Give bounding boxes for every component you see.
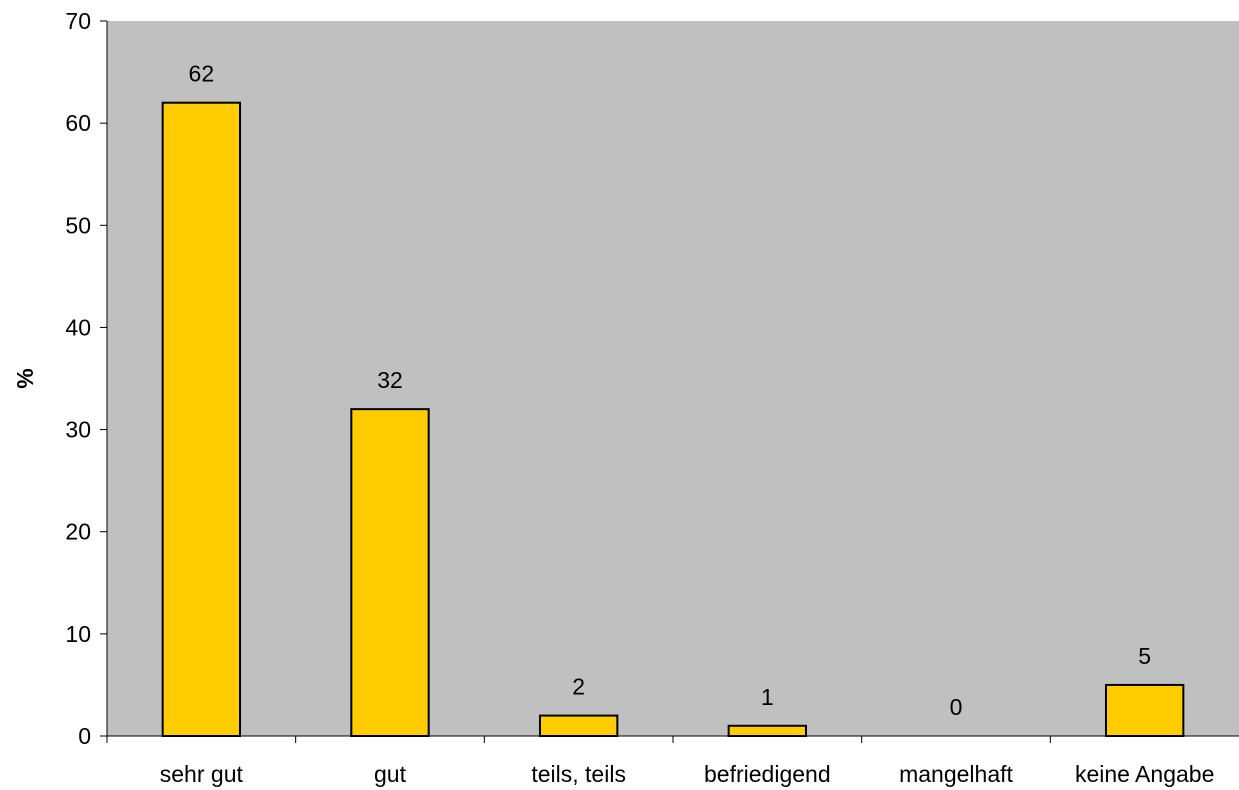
data-label: 1: [761, 684, 774, 710]
data-label: 62: [189, 61, 215, 87]
y-axis-title: %: [12, 368, 38, 388]
bar: [1104, 683, 1185, 738]
x-category-label: befriedigend: [704, 761, 831, 787]
x-axis-ticks: sehr gut gut teils, teils befriedigend mange…: [106, 736, 1214, 787]
data-labels: 62 32 2 1 0 5: [189, 61, 1152, 720]
bar: [161, 101, 242, 737]
y-tick-label: 20: [65, 519, 91, 545]
x-category-label: sehr gut: [160, 761, 244, 787]
y-tick-label: 60: [65, 110, 91, 136]
data-label: 2: [572, 674, 585, 700]
data-label: 5: [1138, 643, 1151, 669]
bar: [538, 714, 619, 737]
y-tick-label: 10: [65, 621, 91, 647]
data-label: 0: [950, 694, 963, 720]
x-category-label: teils, teils: [531, 761, 626, 787]
x-category-label: keine Angabe: [1075, 761, 1214, 787]
y-tick-label: 50: [65, 212, 91, 238]
x-category-label: gut: [374, 761, 407, 787]
y-tick-label: 70: [65, 8, 91, 34]
bar-series: [161, 101, 1185, 738]
y-tick-label: 40: [65, 314, 91, 340]
y-tick-label: 30: [65, 417, 91, 443]
y-tick-label: 0: [78, 723, 91, 749]
data-label: 32: [377, 367, 403, 393]
x-category-label: mangelhaft: [899, 761, 1013, 787]
plot-area: [107, 21, 1239, 736]
bar: [727, 724, 808, 737]
bar: [350, 408, 430, 737]
y-axis-ticks: 0 10 20 30 40 50 60 70: [65, 8, 107, 749]
